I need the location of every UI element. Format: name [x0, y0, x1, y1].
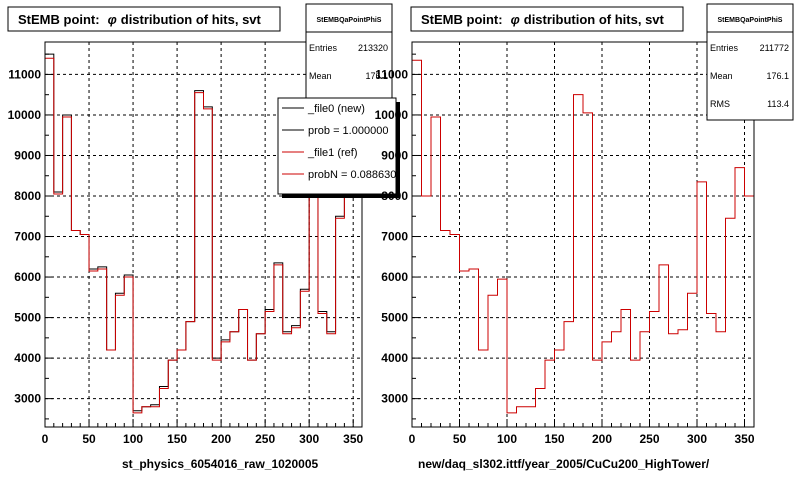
legend-label: _file0 (new) — [307, 103, 365, 115]
y-tick-label: 8000 — [381, 189, 408, 203]
y-tick-label: 4000 — [381, 351, 408, 365]
histogram-series-0 — [411, 59, 755, 427]
x-axis-label: st_physics_6054016_raw_1020005 — [122, 457, 318, 471]
stats-value: 176.1 — [766, 71, 789, 81]
legend-label: probN = 0.088630 — [308, 169, 396, 181]
x-tick-label: 100 — [497, 432, 517, 446]
title-symbol: φ — [511, 12, 520, 27]
stats-header: StEMBQaPointPhiS — [718, 17, 783, 24]
x-axis-label: new/daq_sl302.ittf/year_2005/CuCu200_Hig… — [418, 457, 710, 471]
x-tick-label: 300 — [687, 432, 707, 446]
x-tick-label: 0 — [42, 432, 49, 446]
stats-label: Mean — [710, 71, 733, 81]
title-symbol: φ — [108, 12, 117, 27]
title-prefix: StEMB point: — [18, 12, 100, 27]
chart-title: StEMB point: φ distribution of hits, svt — [421, 12, 665, 27]
x-tick-label: 150 — [167, 432, 187, 446]
x-tick-label: 350 — [343, 432, 363, 446]
stats-label: Mean — [309, 71, 332, 81]
y-tick-label: 6000 — [14, 270, 41, 284]
stats-value: 113.4 — [767, 99, 789, 109]
stats-box — [706, 3, 794, 121]
x-tick-label: 200 — [592, 432, 612, 446]
stats-value: 176.1 — [365, 71, 388, 81]
x-tick-label: 50 — [453, 432, 467, 446]
title-suffix: distribution of hits, svt — [524, 12, 665, 27]
title-suffix: distribution of hits, svt — [121, 12, 262, 27]
x-tick-label: 0 — [409, 432, 416, 446]
x-tick-label: 50 — [82, 432, 96, 446]
plot-frame — [411, 41, 755, 428]
y-tick-label: 3000 — [381, 392, 408, 406]
title-box — [410, 6, 684, 32]
stats-value: 213320 — [358, 43, 388, 53]
y-tick-label: 3000 — [14, 392, 41, 406]
x-tick-label: 250 — [639, 432, 659, 446]
x-tick-label: 300 — [299, 432, 319, 446]
y-tick-label: 7000 — [14, 230, 41, 244]
stats-value: 211772 — [760, 43, 789, 53]
left-histogram-panel: 0 50 100 150 200 250 300 350 3000 4000 5000 6000 700… — [7, 3, 400, 471]
y-tick-label: 9000 — [381, 148, 408, 162]
y-tick-label: 4000 — [14, 351, 41, 365]
stats-label: Entries — [309, 43, 338, 53]
title-prefix: StEMB point: — [421, 12, 503, 27]
y-tick-label: 7000 — [381, 230, 408, 244]
stats-label: RMS — [710, 99, 730, 109]
x-tick-label: 250 — [255, 432, 275, 446]
x-tick-label: 350 — [734, 432, 754, 446]
y-tick-label: 10000 — [8, 108, 42, 122]
y-tick-label: 5000 — [381, 311, 408, 325]
stats-label: Entries — [710, 43, 739, 53]
y-tick-label: 6000 — [381, 270, 408, 284]
y-tick-label: 11000 — [8, 67, 41, 81]
y-tick-label: 8000 — [14, 189, 41, 203]
legend-box — [277, 97, 397, 195]
legend-label: _file1 (ref) — [307, 147, 358, 159]
stats-header: StEMBQaPointPhiS — [317, 17, 382, 24]
x-tick-label: 200 — [211, 432, 231, 446]
title-box — [7, 6, 281, 32]
legend-entries: _file0 (new) prob = 1.000000 _file1 (ref) p… — [282, 103, 396, 181]
y-tick-label: 11000 — [375, 67, 408, 81]
plot-frame — [44, 41, 363, 428]
x-tick-label: 150 — [544, 432, 564, 446]
chart-title: StEMB point: φ distribution of hits, svt — [18, 12, 262, 27]
y-tick-label: 10000 — [375, 108, 409, 122]
x-tick-label: 100 — [123, 432, 143, 446]
y-tick-label: 9000 — [14, 148, 41, 162]
stats-box — [305, 3, 393, 101]
right-histogram-panel: 0 50 100 150 200 250 300 350 3000 4000 5000 6000 700… — [375, 3, 794, 471]
y-tick-label: 5000 — [14, 311, 41, 325]
legend-label: prob = 1.000000 — [308, 125, 388, 137]
